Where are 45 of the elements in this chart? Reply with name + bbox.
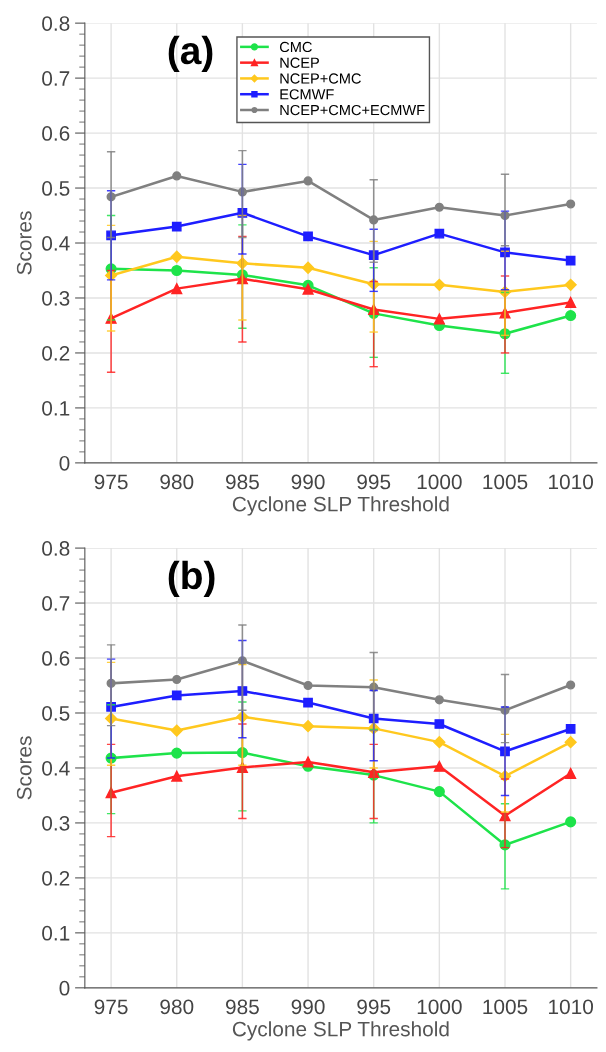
y-tick-label: 0.6 [42, 126, 70, 141]
annotation: (b) [168, 560, 215, 597]
y-tick-label: 0.3 [42, 290, 70, 306]
y-tick-label: 0.3 [42, 815, 70, 831]
y-tick-label: 0 [59, 455, 70, 471]
y-tick-label: 0.6 [42, 651, 70, 666]
legend-label: CMC [279, 41, 312, 53]
x-tick-label: 1010 [549, 999, 594, 1015]
y-tick-label: 0.8 [42, 16, 70, 31]
x-tick-label: 1005 [483, 999, 528, 1015]
y-tick-label: 0.1 [42, 400, 70, 416]
x-tick-label: 975 [94, 474, 128, 490]
x-axis-title: Cyclone SLP Threshold [232, 1021, 449, 1041]
annotation: (a) [168, 35, 213, 73]
y-tick-label: 0.7 [42, 71, 70, 86]
y-tick-label: 0.5 [42, 705, 70, 721]
x-tick-label: 975 [94, 999, 128, 1015]
y-tick-label: 0.4 [42, 760, 70, 776]
x-tick-label: 990 [291, 474, 325, 490]
y-axis-title: Scores [16, 736, 32, 800]
x-tick-label: 1010 [549, 474, 594, 490]
x-tick-label: 985 [226, 474, 259, 490]
legend-label: NCEP+CMC+ECMWF [280, 104, 425, 116]
y-tick-label: 0.2 [42, 345, 70, 361]
x-tick-label: 995 [357, 999, 391, 1015]
y-tick-label: 0.5 [42, 181, 70, 196]
x-tick-label: 1005 [483, 474, 528, 490]
x-tick-label: 980 [160, 474, 194, 490]
x-axis-title: Cyclone SLP Threshold [232, 496, 449, 516]
y-tick-label: 0 [59, 980, 70, 996]
x-tick-label: 995 [357, 474, 391, 490]
y-tick-label: 0.4 [42, 236, 70, 251]
legend-label: ECMWF [280, 89, 334, 100]
y-axis-title: Scores [16, 211, 32, 275]
legend-label: NCEP [280, 57, 319, 68]
x-tick-label: 985 [226, 999, 259, 1015]
legend-label: NCEP+CMC [280, 73, 361, 84]
x-tick-label: 990 [291, 999, 325, 1015]
x-tick-label: 980 [160, 999, 194, 1015]
x-tick-label: 1000 [417, 999, 462, 1015]
y-tick-label: 0.1 [42, 925, 70, 941]
y-tick-label: 0.2 [42, 870, 70, 886]
x-tick-label: 1000 [417, 474, 462, 490]
y-tick-label: 0.7 [42, 596, 70, 611]
y-tick-label: 0.8 [42, 541, 70, 556]
